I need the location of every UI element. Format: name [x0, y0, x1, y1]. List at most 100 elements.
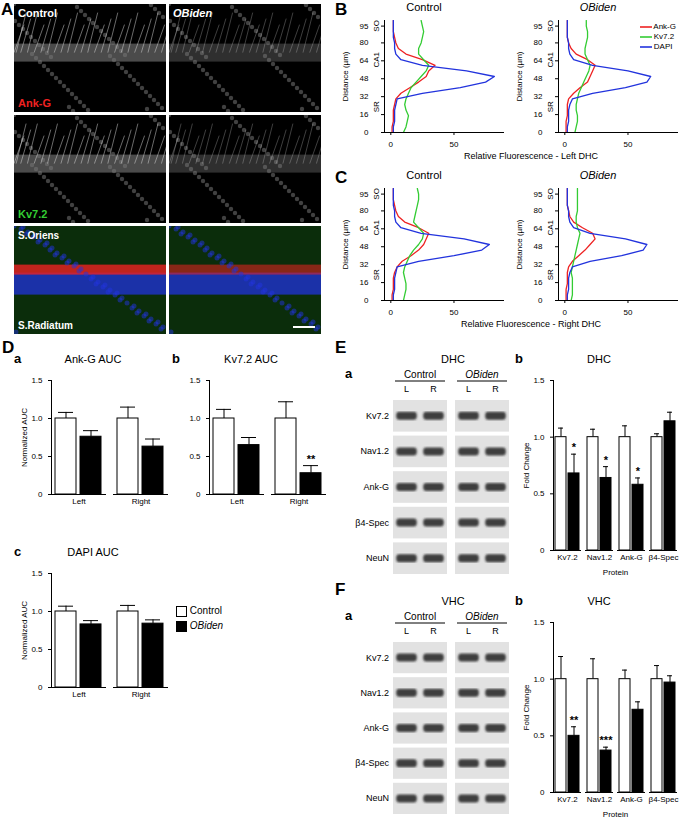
svg-text:CA1: CA1 — [546, 219, 555, 235]
svg-text:β4-Spec: β4-Spec — [355, 758, 389, 768]
svg-text:0: 0 — [540, 788, 545, 797]
svg-text:Ank-G: Ank-G — [620, 553, 643, 562]
svg-text:CA1: CA1 — [372, 51, 381, 67]
svg-text:Fold Change: Fold Change — [522, 442, 531, 488]
svg-text:Left: Left — [72, 690, 86, 699]
svg-text:Kv7.2: Kv7.2 — [557, 795, 578, 804]
svg-text:R: R — [430, 626, 437, 636]
svg-text:**: ** — [307, 453, 316, 465]
svg-text:1.0: 1.0 — [533, 433, 545, 442]
svg-text:L: L — [404, 384, 409, 394]
svg-text:0: 0 — [389, 140, 394, 149]
svg-text:Distance (µm): Distance (µm) — [341, 51, 350, 101]
svg-text:95: 95 — [534, 190, 543, 199]
svg-text:16: 16 — [534, 110, 543, 119]
svg-text:95: 95 — [360, 190, 369, 199]
svg-text:0: 0 — [540, 546, 545, 555]
svg-text:Distance (µm): Distance (µm) — [515, 51, 524, 101]
svg-text:0: 0 — [563, 140, 568, 149]
svg-text:80: 80 — [534, 206, 543, 215]
svg-text:0: 0 — [364, 128, 369, 137]
svg-text:Left: Left — [230, 497, 244, 506]
svg-text:Right: Right — [132, 497, 151, 506]
svg-text:48: 48 — [534, 74, 543, 83]
svg-text:32: 32 — [534, 92, 543, 101]
svg-text:1.5: 1.5 — [31, 376, 43, 385]
svg-text:64: 64 — [534, 56, 543, 65]
svg-text:Right: Right — [290, 497, 309, 506]
svg-text:SR: SR — [372, 101, 381, 112]
svg-text:Nav1.2: Nav1.2 — [587, 795, 613, 804]
svg-text:*: * — [636, 465, 641, 477]
svg-text:Nav1.2: Nav1.2 — [360, 446, 389, 456]
svg-text:1.0: 1.0 — [533, 675, 545, 684]
svg-text:VHC: VHC — [441, 595, 464, 607]
svg-text:Ank-G: Ank-G — [18, 97, 51, 109]
svg-text:*: * — [572, 441, 577, 453]
svg-text:β4-Spec: β4-Spec — [649, 553, 679, 562]
svg-text:L: L — [404, 626, 409, 636]
svg-text:S.Radiatum: S.Radiatum — [18, 320, 73, 331]
svg-text:1.5: 1.5 — [31, 569, 43, 578]
svg-text:Nav1.2: Nav1.2 — [360, 688, 389, 698]
svg-text:SO: SO — [372, 188, 381, 200]
svg-text:SR: SR — [546, 101, 555, 112]
svg-text:***: *** — [600, 734, 614, 746]
svg-text:50: 50 — [450, 140, 459, 149]
svg-text:S.Oriens: S.Oriens — [18, 230, 60, 241]
svg-text:95: 95 — [534, 22, 543, 31]
svg-text:SO: SO — [546, 20, 555, 32]
svg-text:0: 0 — [389, 308, 394, 317]
svg-text:Kv7.2: Kv7.2 — [557, 553, 578, 562]
svg-text:80: 80 — [534, 38, 543, 47]
svg-text:Ank-G: Ank-G — [620, 795, 643, 804]
svg-text:a: a — [345, 608, 353, 623]
svg-text:0.5: 0.5 — [31, 452, 43, 461]
svg-text:16: 16 — [360, 110, 369, 119]
svg-text:Normalized AUC: Normalized AUC — [20, 408, 29, 467]
svg-text:L: L — [466, 626, 471, 636]
svg-text:0.5: 0.5 — [189, 452, 201, 461]
svg-text:DHC: DHC — [441, 353, 465, 365]
svg-text:NeuN: NeuN — [366, 553, 389, 563]
svg-text:80: 80 — [360, 206, 369, 215]
svg-text:1.5: 1.5 — [189, 376, 201, 385]
svg-text:R: R — [430, 384, 437, 394]
svg-text:Ank-G: Ank-G — [363, 723, 389, 733]
svg-text:β4-Spec: β4-Spec — [355, 518, 389, 528]
svg-text:CA1: CA1 — [372, 219, 381, 235]
svg-text:16: 16 — [534, 278, 543, 287]
svg-text:0: 0 — [364, 296, 369, 305]
svg-text:1.0: 1.0 — [31, 607, 43, 616]
svg-text:0.5: 0.5 — [533, 731, 545, 740]
svg-text:Distance (µm): Distance (µm) — [341, 219, 350, 269]
svg-text:95: 95 — [360, 22, 369, 31]
svg-text:SR: SR — [372, 269, 381, 280]
svg-text:0: 0 — [538, 296, 543, 305]
svg-text:80: 80 — [360, 38, 369, 47]
svg-text:Left: Left — [72, 497, 86, 506]
svg-text:64: 64 — [360, 56, 369, 65]
svg-text:Protein: Protein — [603, 810, 628, 819]
svg-text:Right: Right — [132, 690, 151, 699]
svg-text:32: 32 — [534, 260, 543, 269]
svg-text:Kv7.2: Kv7.2 — [18, 208, 47, 220]
svg-text:**: ** — [570, 714, 579, 726]
svg-text:SO: SO — [372, 20, 381, 32]
svg-text:48: 48 — [360, 242, 369, 251]
svg-text:Nav1.2: Nav1.2 — [587, 553, 613, 562]
svg-text:L: L — [466, 384, 471, 394]
svg-text:64: 64 — [360, 224, 369, 233]
svg-text:32: 32 — [360, 92, 369, 101]
svg-text:NeuN: NeuN — [366, 793, 389, 803]
svg-text:0: 0 — [196, 490, 201, 499]
svg-text:1.0: 1.0 — [189, 414, 201, 423]
svg-text:64: 64 — [534, 224, 543, 233]
svg-text:0: 0 — [38, 490, 43, 499]
svg-text:Control: Control — [18, 7, 57, 19]
svg-text:Kv7.2: Kv7.2 — [366, 653, 389, 663]
svg-text:β4-Spec: β4-Spec — [649, 795, 679, 804]
svg-text:0.5: 0.5 — [533, 489, 545, 498]
svg-text:R: R — [492, 384, 499, 394]
svg-text:0: 0 — [38, 683, 43, 692]
